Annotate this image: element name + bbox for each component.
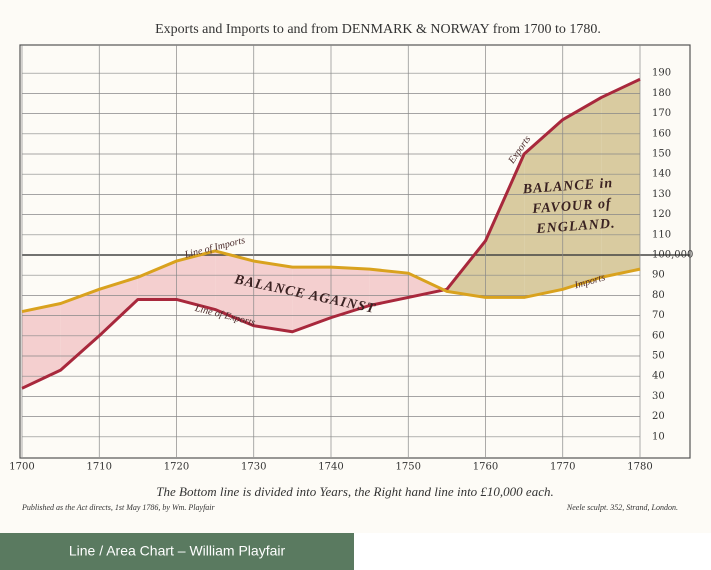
balance-area: [562, 97, 602, 290]
y-tick-label: 180: [652, 88, 671, 99]
x-tick-label: 1770: [550, 462, 575, 473]
x-tick-label: 1750: [396, 462, 421, 473]
x-tick-label: 1740: [318, 462, 343, 473]
balance-area: [22, 303, 61, 389]
y-tick-label: 190: [652, 68, 671, 79]
balance-area: [99, 277, 138, 336]
balance-area: [331, 267, 370, 318]
y-tick-label: 140: [652, 169, 671, 180]
x-tick-label: 1760: [473, 462, 498, 473]
chart-title: Exports and Imports to and from DENMARK …: [155, 22, 601, 37]
balance-area: [524, 119, 563, 298]
x-tick-label: 1780: [627, 462, 652, 473]
grid: [21, 45, 690, 457]
footer: The Bottom line is divided into Years, t…: [156, 484, 553, 499]
caption: Line / Area Chart – William Playfair: [69, 543, 286, 559]
y-tick-label: 40: [652, 371, 665, 382]
y-tick-label: 70: [652, 310, 665, 321]
y-tick-label: 50: [652, 351, 665, 362]
balance-area: [215, 250, 254, 326]
balance-area: [485, 154, 525, 298]
x-tick-label: 1700: [9, 462, 34, 473]
y-tick-label: 10: [652, 431, 665, 442]
y-tick-label: 160: [652, 128, 671, 139]
annotation: ENGLAND.: [535, 216, 616, 237]
annotation: FAVOUR of: [531, 196, 613, 217]
balance-area: [137, 261, 177, 300]
x-tick-label: 1730: [241, 462, 266, 473]
balance-area: [369, 269, 409, 306]
x-tick-label: 1720: [164, 462, 189, 473]
balance-area: [253, 261, 293, 332]
y-tick-label: 90: [652, 270, 665, 281]
y-tick-label: 80: [652, 290, 665, 301]
series-line: [21, 77, 641, 390]
y-tick-label: 120: [652, 209, 671, 220]
y-tick-label: 30: [652, 391, 665, 402]
areas: [22, 79, 640, 389]
y-tick-label: 60: [652, 330, 665, 341]
publisher-note: Published as the Act directs, 1st May 17…: [21, 503, 216, 512]
x-tick-label: 1710: [87, 462, 112, 473]
y-tick-label: 20: [652, 411, 665, 422]
y-tick-label: 150: [652, 149, 671, 160]
y-tick-label: 170: [652, 108, 671, 119]
engraver-note: Neele sculpt. 352, Strand, London.: [566, 503, 678, 512]
y-tick-label: 130: [652, 189, 671, 200]
frame: [19, 44, 691, 459]
annotation: BALANCE in: [521, 176, 613, 197]
balance-area: [601, 79, 640, 278]
series-line: [21, 249, 641, 314]
balance-area: [60, 289, 100, 371]
y-tick-label: 110: [652, 229, 671, 240]
y-tick-label: 100,000: [652, 250, 693, 261]
balance-area: [176, 250, 216, 310]
caption-box: [0, 533, 354, 570]
